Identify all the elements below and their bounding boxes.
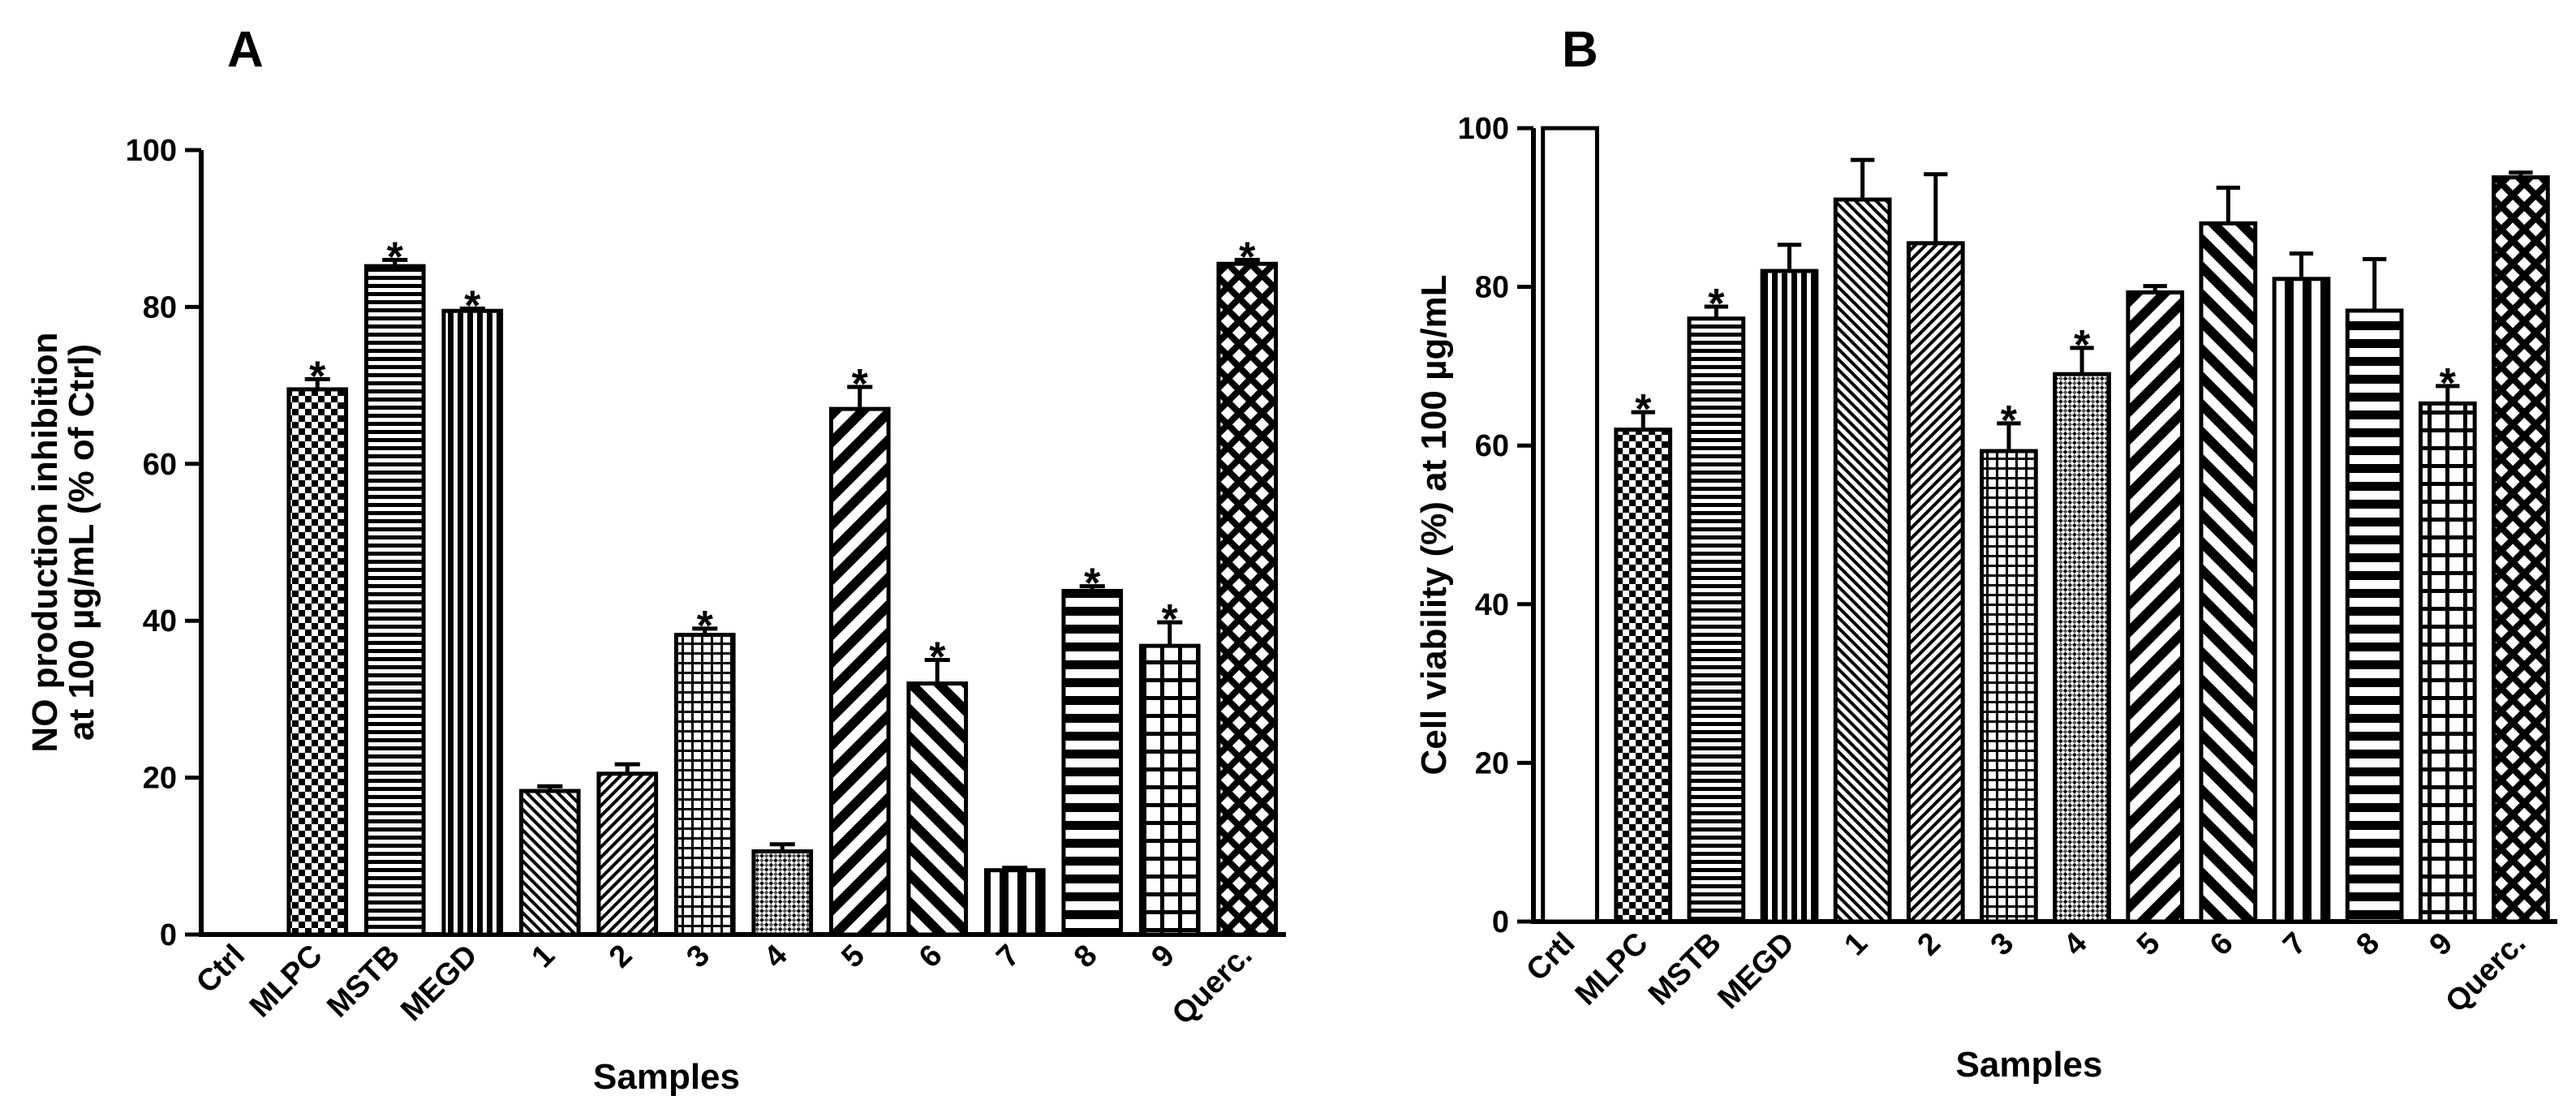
x-tick-label: MLPC [243,939,329,1025]
y-axis-title: Cell viability (%) at 100 µg/mL [1414,274,1454,775]
y-tick-label: 20 [1475,746,1509,780]
x-tick-label: 6 [913,939,949,975]
bar [518,789,581,937]
bar [1906,241,1965,924]
bar [441,308,504,937]
significance-marker: * [2074,322,2091,369]
y-tick-label: 60 [143,448,177,482]
bar [1833,197,1892,924]
significance-marker: * [1162,596,1179,643]
panel-letter: A [227,22,264,78]
x-tick-label: Querc. [1166,939,1259,1032]
x-tick-label: MEGD [1712,926,1801,1016]
x-tick-label: 2 [1912,926,1948,963]
y-tick-label: 40 [1475,588,1509,622]
bar [286,387,349,937]
x-tick-label: 8 [1068,939,1104,975]
bar [1216,261,1279,937]
x-tick-label: 3 [1985,926,2021,963]
x-tick-label: 1 [1838,926,1874,963]
bar [2272,277,2331,924]
bar [2126,290,2185,924]
significance-marker: * [387,234,404,281]
y-tick-label: 60 [1475,429,1509,463]
x-tick-label: MSTB [1642,926,1728,1012]
bar [363,264,426,937]
x-tick-label: Querc. [2439,926,2532,1020]
panel-b-chart: B Cell viability (%) at 100 µg/mL 0 20 40 60 8… [1414,22,2557,1085]
x-tick-label: 7 [990,939,1026,975]
significance-marker: * [2440,360,2457,407]
x-tick-label: 1 [525,939,561,975]
significance-marker: * [2001,398,2018,445]
significance-marker: * [1239,234,1256,281]
bar [983,868,1046,937]
x-axis-title: Samples [593,1057,740,1097]
x-tick-label: MEGD [394,939,484,1028]
x-tick-label: 9 [1145,939,1181,975]
bar [2492,175,2550,924]
bar [828,406,891,937]
y-tick-label: 40 [143,604,177,638]
bar [1980,449,2038,924]
bar [1760,269,1819,924]
bar [596,771,659,937]
bar [751,849,814,937]
bar [2345,308,2404,924]
x-tick-label: 2 [603,939,639,975]
y-tick-label: 0 [1492,905,1509,939]
bar [1687,316,1746,924]
bar [906,681,969,937]
bar [1541,126,1599,924]
x-tick-label: 9 [2423,926,2460,963]
panel-letter: B [1562,22,1598,78]
y-tick-label: 80 [1475,271,1509,305]
significance-marker: * [309,353,326,400]
y-axis-title-line-2: at 100 µg/mL (% of Ctrl) [62,344,101,741]
x-tick-label: 5 [835,939,871,975]
significance-marker: * [697,603,714,650]
y-tick-label: 100 [1458,112,1509,146]
x-tick-label: MLPC [1569,926,1655,1012]
significance-marker: * [929,634,946,681]
x-tick-label: Ctrl [190,939,252,1000]
x-tick-label: 5 [2131,926,2167,963]
significance-marker: * [1635,386,1652,433]
x-tick-label: Crtl [1520,926,1581,988]
bar [1138,643,1201,937]
y-tick-label: 20 [143,762,177,796]
x-tick-label: 6 [2204,926,2240,963]
bar [2053,372,2111,924]
y-tick-label: 80 [143,290,177,324]
significance-marker: * [852,361,869,408]
y-tick-label: 100 [126,134,177,168]
x-tick-label: 8 [2350,926,2386,963]
x-axis-title: Samples [1956,1045,2103,1085]
y-axis-title-line-1: NO production inhibition [25,332,65,752]
x-tick-label: 4 [2058,926,2094,963]
x-tick-label: 4 [758,939,794,975]
x-tick-label: 3 [680,939,716,975]
significance-marker: * [1708,281,1725,328]
x-tick-label: MSTB [320,939,406,1025]
bar [2199,221,2258,924]
bar [1061,588,1124,937]
bar [2418,401,2477,924]
significance-marker: * [464,282,481,329]
x-tick-label: 7 [2277,926,2313,963]
significance-marker: * [1084,561,1101,608]
bar [673,633,736,937]
y-tick-label: 0 [160,918,177,952]
bar [1614,428,1673,924]
